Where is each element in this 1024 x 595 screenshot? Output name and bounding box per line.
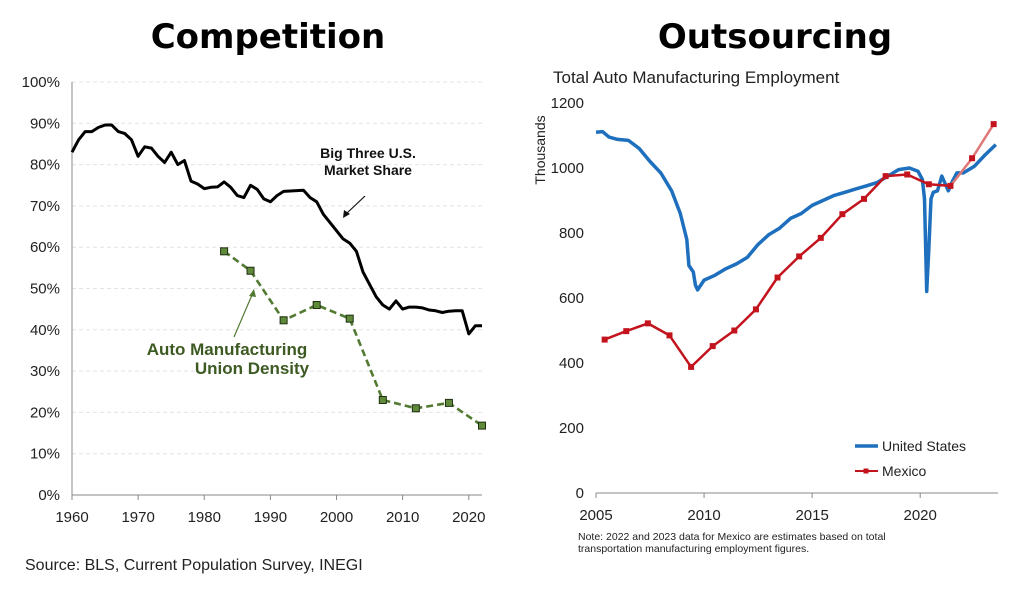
x-tick-label: 1960 [55,509,88,526]
competition-title: Competition [151,17,386,57]
union-density-point [378,396,387,405]
mexico-point [688,363,695,370]
y-tick-label: 100% [22,74,60,91]
x-tick-label: 2000 [320,509,353,526]
note-line-2: transportation manufacturing employment … [578,543,809,555]
mexico-point [947,182,954,189]
outsourcing-panel: Outsourcing Total Auto Manufacturing Emp… [532,17,998,555]
y-tick-label: 30% [30,363,60,380]
union-density-point [345,314,354,323]
union-density-label-line2: Union Density [195,359,310,378]
competition-series [70,123,486,430]
union-density-point [411,404,420,413]
y-tick-label: 1200 [551,95,584,112]
y-tick-label: 600 [559,290,584,307]
y-tick-label: 200 [559,420,584,437]
mexico-point [601,336,608,343]
legend-us-label: United States [882,438,966,454]
y-tick-label: 10% [30,446,60,463]
mexico-point [861,195,867,202]
y-tick-label: 1000 [551,160,584,177]
legend-mexico-marker [863,468,869,474]
outsourcing-y-tick-labels: 0 200 400 600 800 1000 1200 [551,95,584,502]
x-tick-label: 1980 [188,509,221,526]
mexico-point [644,320,651,327]
mexico-employment-line [604,173,951,369]
y-tick-label: 0 [576,485,584,502]
market-share-label-line1: Big Three U.S. [320,145,416,161]
union-density-arrow [233,294,253,338]
union-density-point [279,316,288,325]
competition-gridlines [72,81,482,455]
mexico-point [990,121,997,128]
competition-y-tick-labels: 0% 10% 20% 30% 40% 50% 60% 70% 80% 90% 100% [22,74,60,504]
mexico-point [623,328,630,335]
union-density-point [246,266,255,275]
union-density-point [220,247,229,256]
union-density-point [478,421,486,430]
outsourcing-subtitle: Total Auto Manufacturing Employment [553,68,840,87]
legend-mexico-label: Mexico [882,463,927,479]
mexico-point [969,155,976,162]
mexico-point [925,181,932,188]
outsourcing-series [595,121,998,370]
union-density-label-line1: Auto Manufacturing [147,340,308,359]
market-share-line [70,123,482,336]
outsourcing-y-axis-label: Thousands [532,115,548,184]
market-share-arrowhead [343,210,350,218]
x-tick-label: 2020 [452,509,485,526]
outsourcing-legend: United States Mexico [855,438,966,479]
market-share-arrow [345,195,366,215]
y-tick-label: 20% [30,404,60,421]
union-density-point [444,398,453,407]
mexico-point [774,274,781,281]
mexico-point [752,306,759,313]
y-tick-label: 70% [30,198,60,215]
mexico-point [817,234,824,241]
note-line-1: Note: 2022 and 2023 data for Mexico are … [578,531,886,543]
market-share-label-line2: Market Share [324,162,412,178]
union-density-arrowhead [249,289,256,297]
union-density-line [223,250,483,427]
mexico-point [882,173,889,180]
outsourcing-title: Outsourcing [658,17,892,57]
us-employment-line [595,129,998,294]
y-tick-label: 50% [30,281,60,298]
x-tick-label: 1970 [121,509,154,526]
y-tick-label: 0% [38,487,60,504]
mexico-point [904,171,911,178]
x-tick-label: 2015 [795,507,828,524]
competition-x-tick-labels: 1960 1970 1980 1990 2000 2010 2020 [55,495,485,526]
x-tick-label: 2020 [904,507,937,524]
x-tick-label: 2010 [687,507,720,524]
x-tick-label: 1990 [254,509,287,526]
mexico-point [731,327,738,334]
y-tick-label: 90% [30,115,60,132]
y-tick-label: 40% [30,322,60,339]
mexico-point [839,211,846,218]
mexico-point [796,253,803,260]
y-tick-label: 800 [559,225,584,242]
x-tick-label: 2005 [579,507,612,524]
mexico-point [709,343,716,350]
mexico-point [666,332,673,339]
union-density-point [312,301,321,310]
x-tick-label: 2010 [386,509,419,526]
y-tick-label: 60% [30,239,60,256]
competition-panel: Competition 0% 10% 20% 30% 40% 50% 60% 70% 80% 90… [22,17,486,574]
y-tick-label: 400 [559,355,584,372]
outsourcing-x-tick-labels: 2005 2010 2015 2020 [579,493,937,524]
source-note: Source: BLS, Current Population Survey, … [25,557,363,574]
y-tick-label: 80% [30,157,60,174]
